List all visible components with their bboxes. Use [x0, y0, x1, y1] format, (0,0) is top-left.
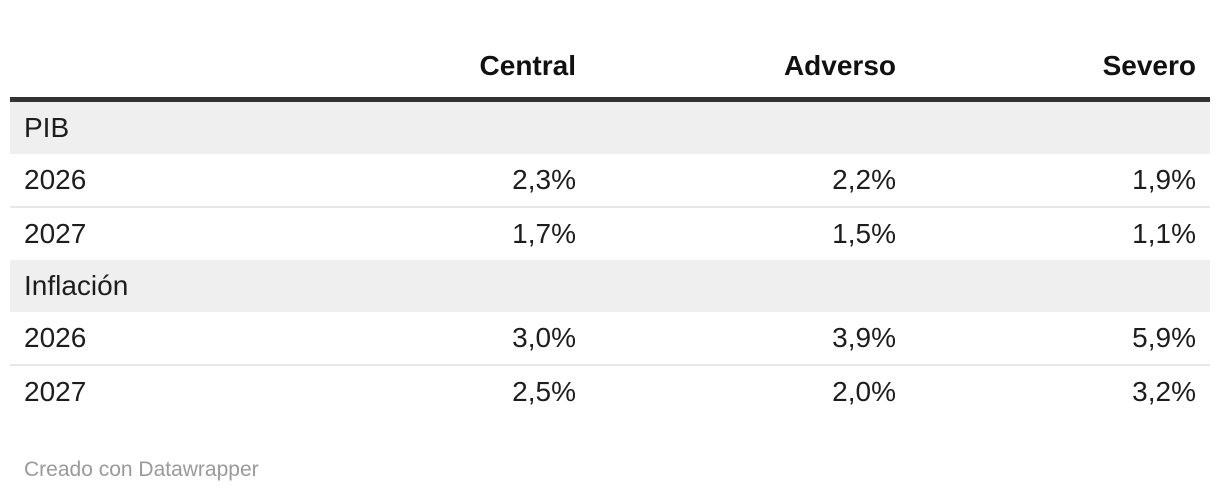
group-label-pib: PIB — [10, 99, 1210, 154]
header-row: Central Adverso Severo — [10, 34, 1210, 102]
cell-severo: 1,9% — [910, 154, 1210, 208]
row-label: 2026 — [10, 312, 270, 366]
datawrapper-table-page: Central Adverso Severo PIB 2026 2,3% 2,2… — [10, 34, 1210, 481]
cell-adverso: 3,9% — [590, 312, 910, 366]
cell-central: 1,7% — [512, 218, 576, 250]
cell-central: 2,5% — [512, 376, 576, 408]
cell-adverso: 2,0% — [832, 376, 896, 408]
cell-adverso: 1,5% — [832, 218, 896, 250]
header-cell-empty — [10, 34, 270, 102]
group-label-inflacion: Inflación — [10, 260, 1210, 312]
row-label: 2027 — [24, 218, 87, 250]
cell-central: 2,3% — [270, 154, 590, 208]
table-body: PIB 2026 2,3% 2,2% 1,9% 2027 1,7% 1,5% 1… — [10, 99, 1210, 419]
cell-severo: 5,9% — [910, 312, 1210, 366]
table-row-inflacion-2026: 2026 3,0% 3,9% 5,9% — [10, 312, 1210, 366]
header-cell-adverso: Adverso — [590, 34, 910, 102]
header-cell-severo: Severo — [910, 34, 1210, 102]
table-row-pib-2026: 2026 2,3% 2,2% 1,9% — [10, 154, 1210, 208]
table-header: Central Adverso Severo — [10, 34, 1210, 102]
scenario-table: Central Adverso Severo PIB 2026 2,3% 2,2… — [10, 34, 1210, 418]
cell-severo: 3,2% — [1132, 376, 1196, 408]
group-row-inflacion: Inflación — [10, 260, 1210, 312]
cell-severo: 1,1% — [1132, 218, 1196, 250]
cell-central: 3,0% — [270, 312, 590, 366]
row-label: 2027 — [24, 376, 87, 408]
datawrapper-attribution-link[interactable]: Creado con Datawrapper — [24, 458, 259, 481]
group-row-pib: PIB — [10, 99, 1210, 154]
cell-adverso: 2,2% — [590, 154, 910, 208]
table-row-inflacion-2027: 2027 2,5% 2,0% 3,2% — [10, 365, 1210, 418]
header-cell-central: Central — [270, 34, 590, 102]
row-label: 2026 — [10, 154, 270, 208]
table-row-pib-2027: 2027 1,7% 1,5% 1,1% — [10, 207, 1210, 260]
